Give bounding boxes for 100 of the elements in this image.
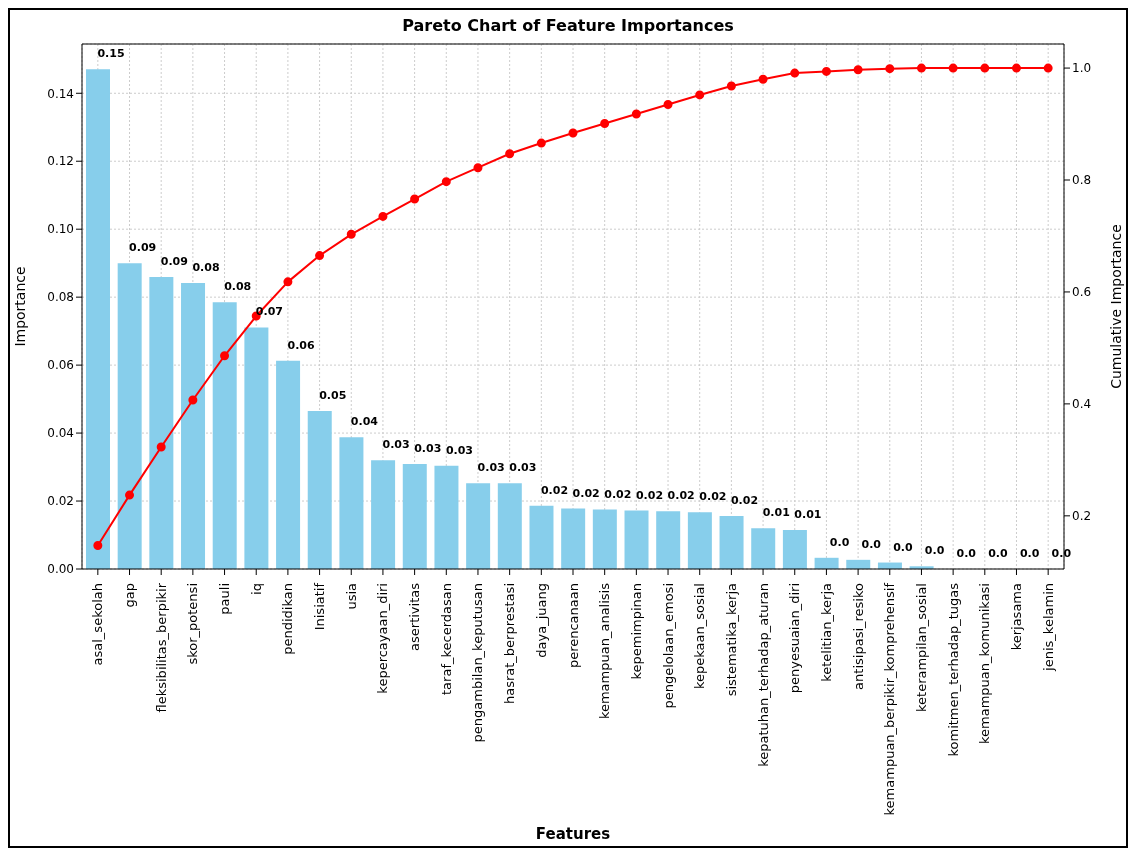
point	[885, 64, 895, 74]
y-tick-label: 0.14	[47, 86, 74, 101]
x-tick-label: kerjasama	[1008, 583, 1024, 651]
bar	[181, 282, 206, 569]
data-label: 0.02	[699, 490, 727, 504]
data-label: 0.03	[445, 443, 474, 457]
x-tick-label: gap	[122, 583, 138, 608]
y2-axis-title: Cumulative Importance	[1107, 224, 1124, 389]
data-label: 0.0	[829, 535, 850, 549]
y2-tick-label: 0.6	[1072, 285, 1092, 300]
point	[758, 74, 768, 84]
point	[631, 109, 641, 119]
x-tick-label: hasrat_berprestasi	[502, 583, 518, 705]
data-label: 0.0	[1019, 546, 1040, 560]
point	[600, 118, 610, 128]
x-tick-label: penyesuaian_diri	[787, 583, 803, 694]
point	[980, 63, 990, 73]
y-tick-label: 0.10	[47, 222, 74, 237]
point	[948, 63, 958, 73]
bar	[307, 410, 332, 569]
data-label: 0.0	[988, 546, 1009, 560]
bar	[86, 69, 110, 569]
x-tick-label: komitmen_terhadap_tugas	[945, 582, 961, 757]
bar	[402, 464, 427, 569]
data-label: 0.02	[667, 489, 695, 503]
bar	[466, 483, 491, 569]
bar	[561, 508, 586, 569]
data-label: 0.08	[224, 280, 252, 294]
x-tick-label: kepercayaan_diri	[375, 583, 391, 694]
x-tick-label: kepemimpinan	[628, 583, 644, 680]
data-label: 0.09	[160, 255, 188, 269]
point	[93, 540, 103, 550]
point	[790, 68, 800, 78]
x-tick-label: asertivitas	[407, 582, 423, 651]
point	[220, 351, 230, 361]
point	[853, 65, 863, 75]
bar	[751, 528, 776, 569]
point	[726, 81, 736, 91]
x-tick-label: pendidikan	[280, 583, 296, 655]
x-tick-label: taraf_kecerdasan	[438, 583, 454, 695]
bar	[276, 360, 301, 569]
point	[505, 149, 515, 159]
x-tick-label: kemampuan_komunikasi	[977, 583, 993, 744]
point	[441, 177, 451, 187]
point	[663, 99, 673, 109]
data-label: 0.03	[509, 461, 537, 475]
data-label: 0.05	[319, 388, 347, 402]
chart-title: Pareto Chart of Feature Importances	[401, 16, 735, 35]
data-label: 0.0	[1051, 546, 1072, 560]
bar	[624, 510, 649, 569]
data-label: 0.02	[730, 493, 759, 507]
point	[283, 277, 293, 287]
point	[410, 194, 420, 204]
point	[156, 442, 166, 452]
data-label: 0.03	[414, 442, 442, 455]
bar	[149, 277, 174, 569]
data-label: 0.03	[477, 461, 505, 475]
data-label: 0.08	[192, 260, 220, 274]
x-tick-label: fleksibilitas_berpikir	[153, 582, 169, 713]
data-label: 0.06	[287, 338, 315, 352]
x-axis-title: Features	[535, 825, 611, 843]
y-tick-label: 0.00	[47, 562, 74, 577]
y-axis-title: Importance	[11, 266, 28, 347]
point	[346, 229, 356, 239]
point	[125, 490, 135, 500]
bar	[339, 437, 364, 569]
data-label: 0.02	[604, 487, 632, 501]
y-tick-label: 0.06	[47, 358, 74, 373]
x-tick-label: pengelolaan_emosi	[660, 583, 676, 709]
point	[473, 163, 483, 173]
x-tick-label: kemampuan_berpikir_komprehensif	[882, 582, 898, 816]
y-tick-label: 0.02	[47, 494, 74, 509]
x-tick-label: kemampuan_analisis	[597, 582, 613, 720]
x-tick-label: asal_sekolah	[90, 583, 106, 666]
data-label: 0.03	[382, 438, 410, 452]
bar	[656, 511, 681, 569]
x-tick-label: pengambilan_keputusan	[470, 583, 486, 743]
x-tick-label: skor_potensi	[185, 583, 201, 665]
x-tick-label: Inisiatif	[312, 582, 328, 631]
data-label: 0.15	[97, 47, 125, 61]
y-tick-label: 0.08	[47, 290, 74, 305]
bar	[117, 263, 142, 569]
point	[188, 395, 198, 405]
data-label: 0.02	[635, 488, 664, 502]
x-tick-label: keterampilan_sosial	[913, 583, 929, 713]
point	[536, 138, 546, 148]
bar	[434, 465, 459, 569]
point	[916, 63, 926, 73]
data-label: 0.04	[350, 415, 379, 429]
y-tick-label: 0.12	[47, 154, 74, 169]
data-label: 0.0	[861, 537, 882, 551]
point	[568, 128, 578, 138]
point	[315, 251, 325, 261]
x-tick-label: jenis_kelamin	[1040, 583, 1056, 672]
y2-tick-label: 0.4	[1072, 397, 1092, 412]
bar	[719, 515, 744, 569]
data-label: 0.0	[924, 544, 945, 558]
x-tick-label: antisipasi_resiko	[850, 582, 866, 690]
x-tick-label: ketelitian_kerja	[818, 583, 834, 682]
x-tick-label: kepekaan_sosial	[692, 583, 708, 689]
